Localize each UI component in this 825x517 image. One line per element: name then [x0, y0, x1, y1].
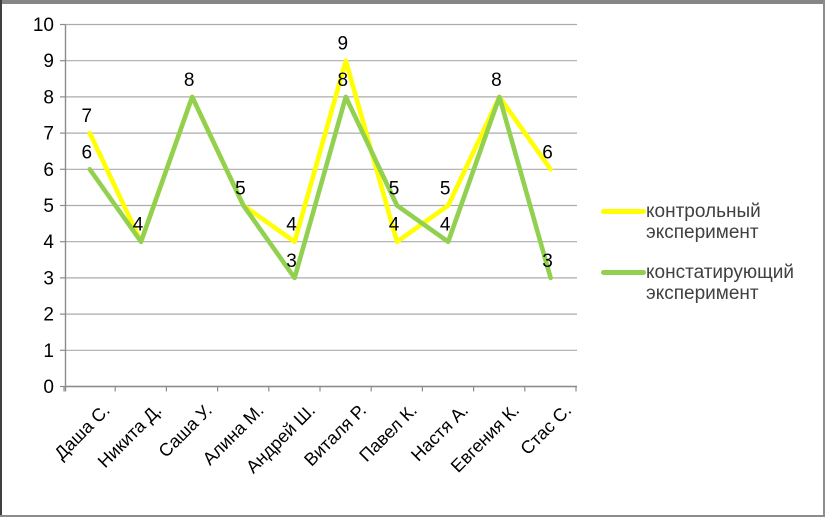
y-tick-label: 4 — [43, 232, 54, 253]
data-label: 3 — [542, 251, 553, 272]
data-label: 4 — [286, 215, 297, 236]
data-label: 8 — [184, 70, 195, 91]
data-label: 8 — [491, 70, 502, 91]
y-tick-label: 7 — [43, 124, 54, 145]
data-label: 3 — [286, 251, 297, 272]
data-label: 8 — [338, 70, 349, 91]
frame-border-left — [0, 0, 2, 517]
data-label: 5 — [389, 179, 400, 200]
data-label: 5 — [235, 179, 246, 200]
y-tick-label: 9 — [43, 51, 54, 72]
y-tick-label: 1 — [43, 341, 54, 362]
legend-line-swatch-control — [601, 209, 646, 214]
frame-border-top — [0, 0, 825, 4]
data-label: 6 — [542, 142, 553, 163]
data-label: 4 — [389, 215, 400, 236]
legend-label-ascertaining: констатирующий эксперимент — [646, 262, 795, 304]
frame-border-right — [823, 0, 825, 517]
legend-item-ascertaining: констатирующий эксперимент — [601, 262, 811, 304]
y-tick-label: 10 — [33, 15, 54, 36]
data-label: 9 — [338, 34, 349, 55]
chart-legend: контрольный эксперимент констатирующий э… — [601, 201, 811, 304]
y-tick-label: 2 — [43, 305, 54, 326]
data-label: 6 — [82, 142, 93, 163]
data-label: 4 — [133, 215, 144, 236]
y-tick-label: 8 — [43, 87, 54, 108]
y-tick-label: 6 — [43, 160, 54, 181]
y-tick-label: 3 — [43, 268, 54, 289]
legend-line-swatch-ascertaining — [601, 270, 646, 275]
legend-label-control: контрольный эксперимент — [646, 201, 761, 243]
data-label: 7 — [82, 106, 93, 127]
ascertaining-experiment-line — [87, 94, 553, 281]
y-tick-label: 0 — [43, 377, 54, 398]
legend-item-control: контрольный эксперимент — [601, 201, 811, 243]
y-tick-label: 5 — [43, 196, 54, 217]
data-label: 5 — [440, 179, 451, 200]
frame-border-bottom — [0, 515, 825, 517]
data-label: 4 — [440, 215, 451, 236]
